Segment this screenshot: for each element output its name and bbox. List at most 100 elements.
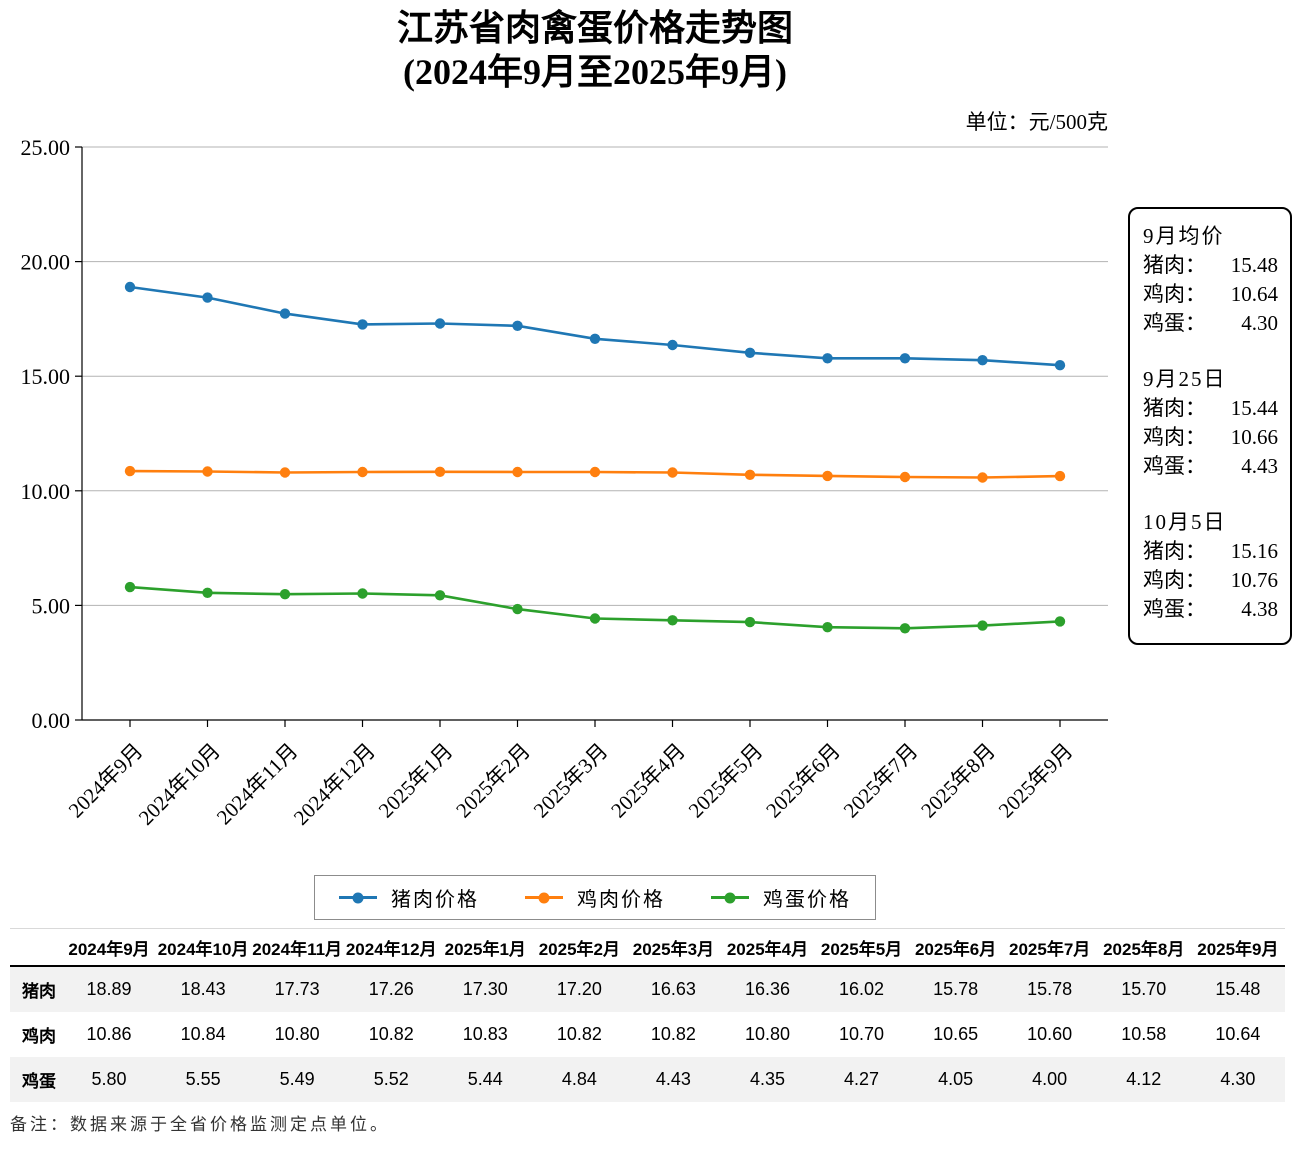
table-cell: 5.55 <box>185 1069 221 1089</box>
series-line <box>129 285 1061 367</box>
table-row: 鸡蛋 5.80 5.55 5.49 5.52 5.44 4.84 4.43 4.35 4.27 4.… <box>10 1057 1285 1102</box>
table-cell: 10.70 <box>839 1024 885 1044</box>
legend-label: 鸡蛋价格 <box>763 889 851 911</box>
data-point-marker <box>899 623 911 634</box>
data-point-marker <box>512 320 523 331</box>
data-point-marker <box>434 466 446 477</box>
y-axis-tick-label: 0.00 <box>32 708 71 733</box>
data-point-marker <box>434 318 446 329</box>
legend-item-egg: 鸡蛋价格 <box>711 883 851 912</box>
legend-label: 猪肉价格 <box>391 889 479 911</box>
table-cell: 10.83 <box>462 1024 508 1044</box>
table-column-header: 2025年8月 <box>1103 939 1185 959</box>
annotation-heading: 10月5日 <box>1143 510 1227 534</box>
annotation-row: 猪肉： 15.44 <box>1143 394 1278 423</box>
egg-dot-marker-icon <box>724 892 736 903</box>
table-cell: 16.36 <box>744 979 790 999</box>
x-axis-tick-label: 2025年3月 <box>529 739 613 823</box>
annotation-row-label: 鸡蛋： <box>1143 311 1206 335</box>
data-point-marker <box>512 603 523 615</box>
table-column-header: 2025年4月 <box>726 939 809 959</box>
footnote: 备注：数据来源于全省价格监测定点单位。 <box>10 1115 390 1134</box>
data-point-marker <box>822 353 833 364</box>
data-point-marker <box>589 613 601 624</box>
x-axis-tick-label: 2024年11月 <box>212 739 303 830</box>
data-point-marker <box>822 622 833 633</box>
x-axis-tick-label: 2025年1月 <box>374 739 458 823</box>
table-cell: 17.20 <box>556 979 602 999</box>
annotation-row-value: 15.44 <box>1230 396 1278 420</box>
table-column-header: 2024年10月 <box>157 939 249 959</box>
table-column-header: 2024年12月 <box>345 939 437 959</box>
table-cell: 15.78 <box>1027 979 1073 999</box>
annotation-row-label: 猪肉： <box>1143 253 1206 277</box>
legend-label: 鸡肉价格 <box>577 889 665 911</box>
data-point-marker <box>667 339 678 351</box>
table-cell: 16.02 <box>839 979 885 999</box>
data-point-marker <box>357 588 368 599</box>
data-point-marker <box>1054 616 1066 627</box>
legend-wrap: 猪肉价格 鸡肉价格 鸡蛋价格 <box>82 875 1108 920</box>
table-column-header: 2025年7月 <box>1009 939 1091 959</box>
y-axis-tick-label: 25.00 <box>21 135 71 160</box>
annotation-row-label: 鸡肉： <box>1143 425 1206 449</box>
table-row-label: 鸡蛋 <box>22 1072 56 1091</box>
x-axis-tick-label: 2025年7月 <box>839 739 923 823</box>
annotation-row: 鸡肉： 10.64 <box>1143 280 1278 309</box>
table-corner-cell <box>10 929 62 967</box>
unit-label: 单位：元/500克 <box>965 110 1108 134</box>
data-point-marker <box>279 308 291 319</box>
table-column-header: 2025年3月 <box>632 939 715 959</box>
annotation-row-value: 4.30 <box>1241 311 1278 335</box>
data-point-marker <box>434 590 446 601</box>
y-axis-tick-label: 15.00 <box>21 364 71 389</box>
data-point-marker <box>1054 470 1066 482</box>
data-point-marker <box>822 470 833 482</box>
annotation-row-label: 鸡蛋： <box>1143 454 1206 478</box>
table-cell: 4.84 <box>561 1069 597 1089</box>
table-column-header: 2025年9月 <box>1197 939 1279 959</box>
table-cell: 10.58 <box>1121 1024 1167 1044</box>
annotation-row-label: 猪肉： <box>1143 396 1206 420</box>
table-column-header: 2024年9月 <box>68 939 150 959</box>
data-point-marker <box>667 615 678 626</box>
table-cell: 4.05 <box>938 1069 974 1089</box>
y-axis-tick-label: 20.00 <box>21 250 71 275</box>
table-cell: 17.73 <box>274 979 320 999</box>
table-cell: 4.00 <box>1032 1069 1068 1089</box>
table-cell: 17.26 <box>368 979 414 999</box>
table-cell: 4.43 <box>655 1069 691 1089</box>
y-axis-tick-label: 5.00 <box>32 593 71 618</box>
chicken-line-marker-icon <box>525 892 563 903</box>
data-point-marker <box>202 466 213 477</box>
legend-item-chicken: 鸡肉价格 <box>525 883 665 912</box>
table-cell: 10.80 <box>744 1024 790 1044</box>
annotation-row-label: 鸡蛋： <box>1143 597 1206 621</box>
data-point-marker <box>279 467 291 478</box>
annotation-row: 猪肉： 15.48 <box>1143 251 1278 280</box>
x-axis-tick-label: 2025年9月 <box>994 739 1078 823</box>
data-point-marker <box>279 589 291 600</box>
table-cell: 15.78 <box>933 979 979 999</box>
annotation-row-value: 10.64 <box>1230 282 1278 306</box>
annotation-row-value: 4.38 <box>1241 597 1278 621</box>
table-cell: 18.43 <box>180 979 226 999</box>
data-point-marker <box>744 347 756 358</box>
annotation-row: 鸡蛋： 4.30 <box>1143 309 1278 338</box>
legend-item-pork: 猪肉价格 <box>339 883 479 912</box>
annotation-section: 10月5日 猪肉： 15.16 鸡肉： 10.76 鸡蛋： 4.38 <box>1143 507 1278 624</box>
table-cell: 15.48 <box>1215 979 1261 999</box>
annotation-section: 9月均价 猪肉： 15.48 鸡肉： 10.64 鸡蛋： 4.30 <box>1143 221 1278 338</box>
data-point-marker <box>667 467 678 478</box>
table-cell: 5.80 <box>91 1069 127 1089</box>
data-point-marker <box>1054 360 1066 371</box>
x-axis-tick-label: 2025年4月 <box>606 739 690 823</box>
table-row-label: 鸡肉 <box>22 1027 56 1046</box>
data-point-marker <box>589 333 601 344</box>
x-axis-tick-label: 2025年8月 <box>916 739 1000 823</box>
chart-legend: 猪肉价格 鸡肉价格 鸡蛋价格 <box>314 875 876 920</box>
annotation-row-value: 4.43 <box>1241 454 1278 478</box>
table-column-header: 2025年6月 <box>914 939 997 959</box>
table-cell: 16.63 <box>650 979 696 999</box>
